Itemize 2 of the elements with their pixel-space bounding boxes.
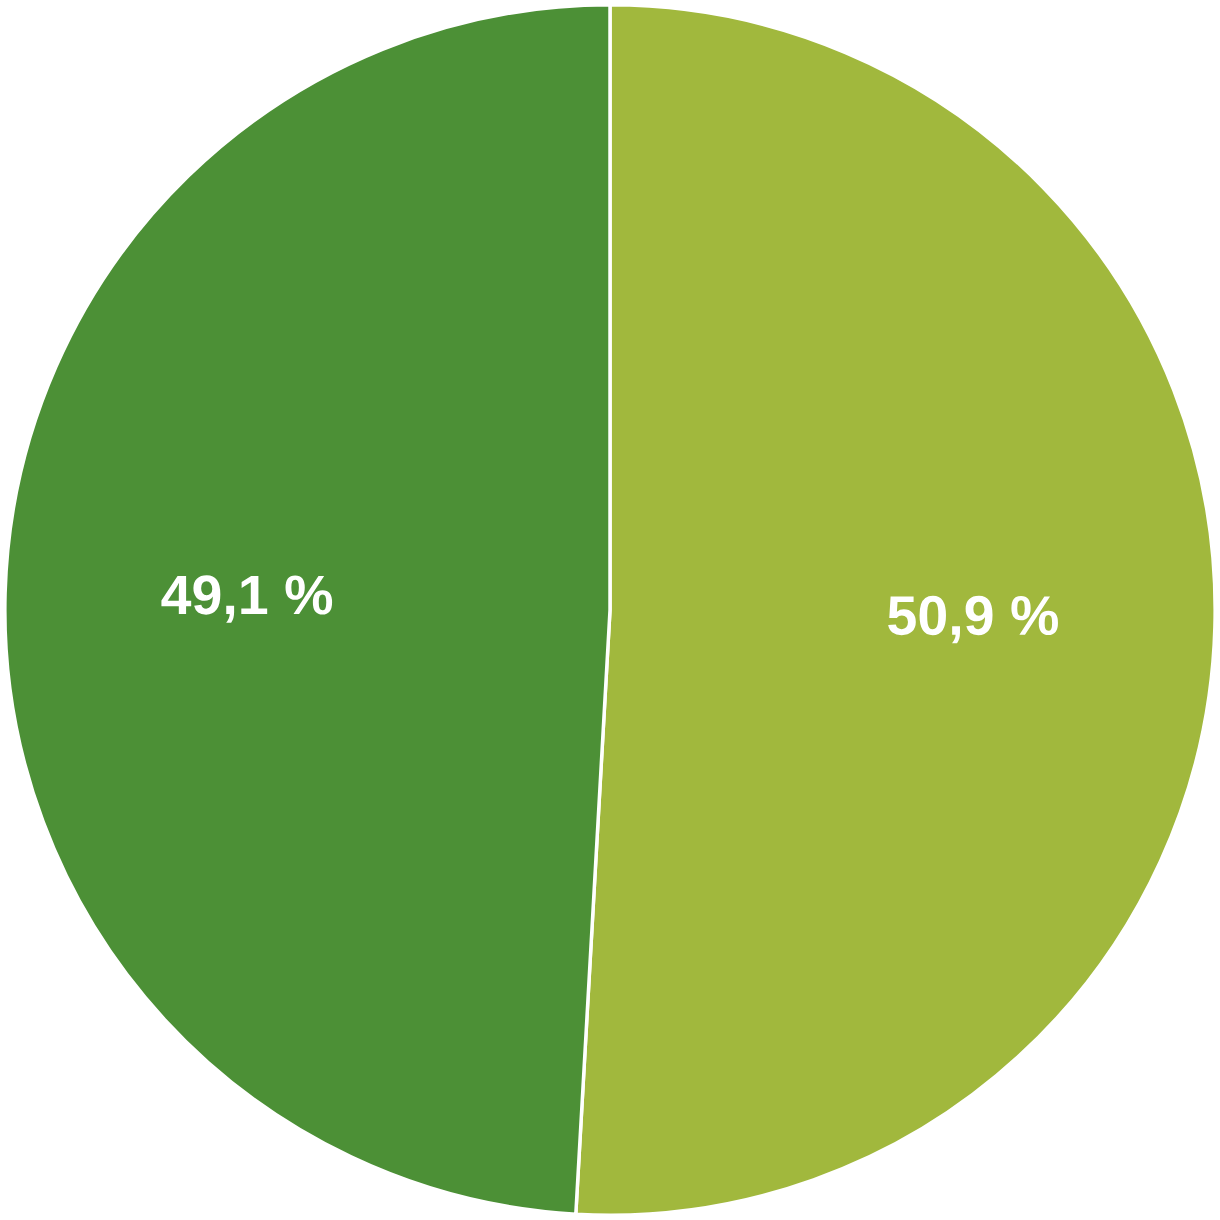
data-label: 49,1 % [161, 575, 333, 623]
data-label: 50,9 % [888, 595, 1058, 644]
